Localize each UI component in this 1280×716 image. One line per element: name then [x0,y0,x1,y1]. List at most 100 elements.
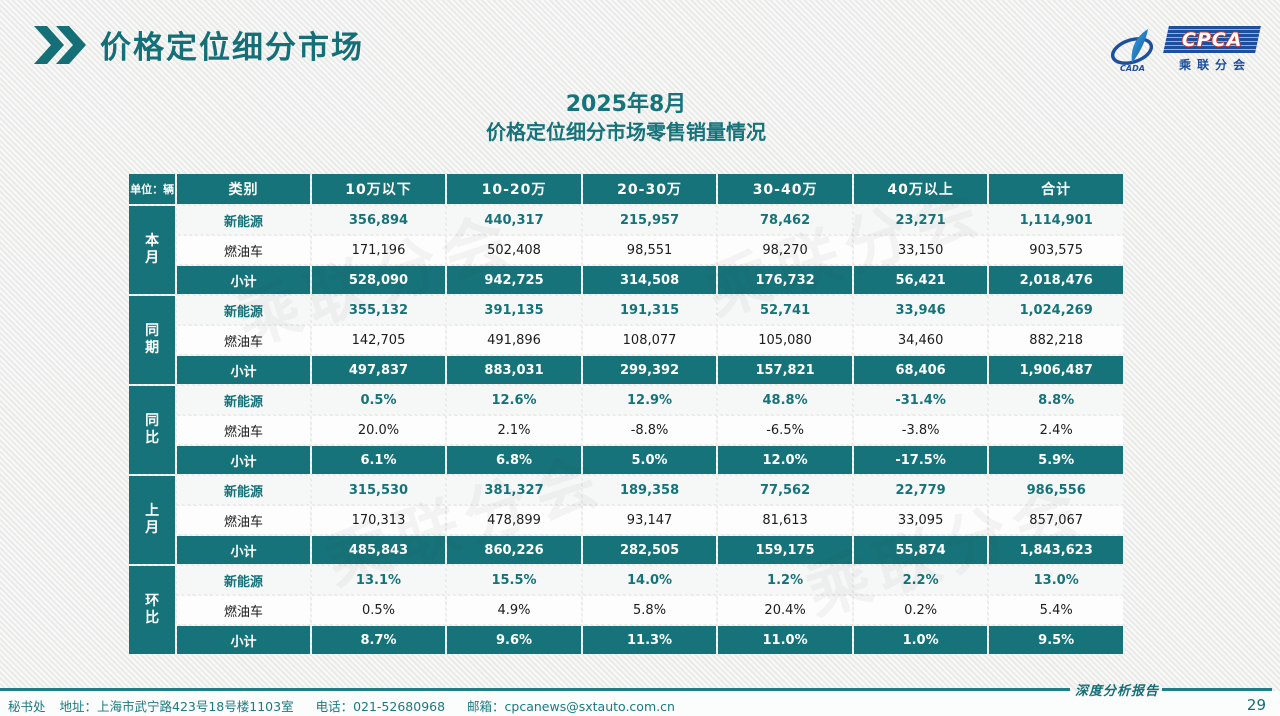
value-cell: 440,317 [447,206,581,234]
group-label: 环比 [129,566,176,654]
table-row: 小计 528,090 942,725 314,508 176,732 56,421 2,01… [129,266,1123,294]
value-cell: 23,271 [853,206,988,234]
value-cell: 0.5% [311,386,446,414]
table-row: 本月新能源 356,894 440,317 215,957 78,462 23,271 1,… [129,206,1123,294]
value-cell: 1,114,901 [989,206,1123,234]
value-cell: 9.5% [989,626,1123,654]
value-cell: 5.4% [989,596,1123,624]
value-cell: 52,741 [718,296,852,324]
value-cell: 142,705 [311,326,446,354]
value-cell: 6.8% [447,446,581,474]
footer-divider [0,688,1070,691]
value-cell: 14.0% [582,566,717,594]
table-row: 燃油车 20.0% 2.1% -8.8% -6.5% -3.8% 2.4% [129,416,1123,444]
value-cell: 12.6% [447,386,581,414]
group-label: 上月 [129,476,176,564]
category-cell: 燃油车 [177,416,310,444]
column-header: 40万以上 [853,174,988,204]
value-cell: 9.6% [447,626,581,654]
value-cell: 93,147 [582,506,717,534]
value-cell: 5.8% [582,596,717,624]
value-cell: -31.4% [853,386,988,414]
value-cell: 33,946 [853,296,988,324]
value-cell: -8.8% [582,416,717,444]
value-cell: 391,135 [447,296,581,324]
value-cell: 77,562 [718,476,852,504]
value-cell: 1,024,269 [989,296,1123,324]
value-cell: 299,392 [582,356,717,384]
logo-wordmark: CPCA 乘联分会 [1163,26,1261,73]
table-row: 燃油车 0.5% 4.9% 5.8% 20.4% 0.2% 5.4% [129,596,1123,624]
value-cell: 986,556 [989,476,1123,504]
value-cell: 1,906,487 [989,356,1123,384]
category-cell: 小计 [177,446,310,474]
value-cell: 381,327 [447,476,581,504]
category-cell: 小计 [177,536,310,564]
logo-name: CPCA [1181,28,1243,51]
category-cell: 新能源 [177,566,310,594]
page-header: 价格定位细分市场 [34,22,364,67]
value-cell: 857,067 [989,506,1123,534]
value-cell: 157,821 [718,356,852,384]
value-cell: 11.3% [582,626,717,654]
report-title-line2: 价格定位细分市场零售销量情况 [486,120,766,145]
value-cell: 171,196 [311,236,446,264]
table-body: 本月新能源 356,894 440,317 215,957 78,462 23,271 1,… [129,206,1123,654]
value-cell: 15.5% [447,566,581,594]
double-chevron-icon [34,25,86,64]
value-cell: 2.2% [853,566,988,594]
category-cell: 燃油车 [177,326,310,354]
value-cell: 159,175 [718,536,852,564]
value-cell: 2.4% [989,416,1123,444]
table-header: 单位：辆 类别 10万以下 10-20万 20-30万 30-40万 40万以上 合计 [129,174,1123,204]
footer-divider-right [1162,688,1272,691]
value-cell: 4.9% [447,596,581,624]
value-cell: 315,530 [311,476,446,504]
table-row: 燃油车 170,313 478,899 93,147 81,613 33,095 857,0… [129,506,1123,534]
value-cell: 942,725 [447,266,581,294]
footer-address: 地址：上海市武宁路423号18号楼1103室 [59,699,294,714]
value-cell: 8.7% [311,626,446,654]
value-cell: 81,613 [718,506,852,534]
category-cell: 新能源 [177,386,310,414]
table-row: 同期新能源 355,132 391,135 191,315 52,741 33,946 1,… [129,296,1123,384]
value-cell: 485,843 [311,536,446,564]
logo-subtitle: 乘联分会 [1178,58,1251,72]
value-cell: 502,408 [447,236,581,264]
value-cell: 497,837 [311,356,446,384]
value-cell: 6.1% [311,446,446,474]
value-cell: 170,313 [311,506,446,534]
footer-secretariat: 秘书处 [8,699,46,714]
value-cell: 98,270 [718,236,852,264]
value-cell: 0.2% [853,596,988,624]
value-cell: -6.5% [718,416,852,444]
value-cell: 191,315 [582,296,717,324]
value-cell: 0.5% [311,596,446,624]
value-cell: 314,508 [582,266,717,294]
value-cell: 33,150 [853,236,988,264]
table-row: 小计 485,843 860,226 282,505 159,175 55,874 1,84… [129,536,1123,564]
table-row: 小计 8.7% 9.6% 11.3% 11.0% 1.0% 9.5% [129,626,1123,654]
emblem-text: CADA [1120,64,1145,73]
value-cell: 20.0% [311,416,446,444]
category-cell: 小计 [177,266,310,294]
column-header: 30-40万 [718,174,852,204]
footer-phone: 电话：021-52680968 [315,699,446,714]
report-series-label: 深度分析报告 [1074,684,1159,699]
category-cell: 燃油车 [177,506,310,534]
table-row: 上月新能源 315,530 381,327 189,358 77,562 22,779 98… [129,476,1123,564]
value-cell: 12.0% [718,446,852,474]
value-cell: 903,575 [989,236,1123,264]
footer-email: 邮箱：cpcanews@sxtauto.com.cn [467,699,675,714]
value-cell: 1.2% [718,566,852,594]
value-cell: 176,732 [718,266,852,294]
value-cell: 215,957 [582,206,717,234]
value-cell: 13.0% [989,566,1123,594]
value-cell: 1,843,623 [989,536,1123,564]
category-cell: 小计 [177,626,310,654]
category-cell: 燃油车 [177,236,310,264]
column-header: 合计 [989,174,1123,204]
value-cell: 2,018,476 [989,266,1123,294]
group-label: 同比 [129,386,176,474]
value-cell: 528,090 [311,266,446,294]
